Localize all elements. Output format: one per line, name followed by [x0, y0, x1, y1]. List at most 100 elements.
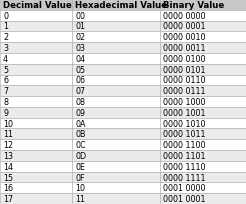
Bar [72, 11, 160, 21]
Bar [0, 129, 72, 140]
Text: 07: 07 [75, 87, 85, 96]
Text: 5: 5 [3, 65, 8, 74]
Bar [0, 75, 72, 86]
Text: 15: 15 [3, 173, 13, 182]
Text: 17: 17 [3, 194, 13, 203]
Text: 7: 7 [3, 87, 8, 96]
Bar [0, 140, 72, 150]
Text: 2: 2 [3, 33, 8, 42]
Text: 0: 0 [3, 12, 8, 21]
Text: 0000 0101: 0000 0101 [163, 65, 205, 74]
Text: 11: 11 [75, 194, 85, 203]
Bar [0, 161, 72, 172]
Bar [160, 54, 246, 64]
Text: 09: 09 [75, 108, 85, 117]
Text: Binary Value: Binary Value [163, 1, 224, 10]
Text: 0000 0111: 0000 0111 [163, 87, 205, 96]
Text: 0000 0011: 0000 0011 [163, 44, 205, 53]
Text: 0000 0100: 0000 0100 [163, 55, 205, 63]
Text: 10: 10 [75, 183, 85, 192]
Text: 10: 10 [3, 119, 13, 128]
Bar [72, 118, 160, 129]
Text: 13: 13 [3, 151, 13, 160]
Text: 01: 01 [75, 22, 85, 31]
Text: Decimal Value: Decimal Value [3, 1, 72, 10]
Text: 0000 1101: 0000 1101 [163, 151, 205, 160]
Text: 0000 0110: 0000 0110 [163, 76, 205, 85]
Text: 0001 0000: 0001 0000 [163, 183, 205, 192]
Bar [72, 43, 160, 54]
Text: 0000 1010: 0000 1010 [163, 119, 205, 128]
Bar [160, 183, 246, 193]
Bar [0, 11, 72, 21]
Text: 0000 0000: 0000 0000 [163, 12, 205, 21]
Text: 0A: 0A [75, 119, 86, 128]
Bar [0, 150, 72, 161]
Bar [72, 97, 160, 107]
Text: 0000 0001: 0000 0001 [163, 22, 205, 31]
Bar [72, 129, 160, 140]
Text: 0000 1110: 0000 1110 [163, 162, 205, 171]
Text: 0000 1100: 0000 1100 [163, 141, 205, 149]
Text: 0000 0010: 0000 0010 [163, 33, 205, 42]
Text: 00: 00 [75, 12, 85, 21]
Bar [160, 64, 246, 75]
Text: 12: 12 [3, 141, 13, 149]
Text: 0000 1000: 0000 1000 [163, 98, 205, 106]
Bar [160, 172, 246, 183]
Text: 1: 1 [3, 22, 8, 31]
Bar [160, 32, 246, 43]
Text: 0F: 0F [75, 173, 84, 182]
Bar [72, 75, 160, 86]
Text: 6: 6 [3, 76, 8, 85]
Text: 0E: 0E [75, 162, 85, 171]
Bar [72, 64, 160, 75]
Bar [0, 21, 72, 32]
Bar [72, 193, 160, 204]
Bar [160, 107, 246, 118]
Text: 04: 04 [75, 55, 85, 63]
Bar [0, 172, 72, 183]
Bar [0, 86, 72, 97]
Text: 11: 11 [3, 130, 13, 139]
Text: 14: 14 [3, 162, 13, 171]
Bar [0, 193, 72, 204]
Bar [160, 140, 246, 150]
Text: Hexadecimal Value: Hexadecimal Value [75, 1, 167, 10]
Text: 0000 1111: 0000 1111 [163, 173, 205, 182]
Bar [160, 86, 246, 97]
Text: 8: 8 [3, 98, 8, 106]
Bar [0, 54, 72, 64]
Bar [0, 97, 72, 107]
Bar [160, 11, 246, 21]
Bar [160, 0, 246, 11]
Bar [0, 107, 72, 118]
Bar [72, 32, 160, 43]
Bar [0, 32, 72, 43]
Bar [0, 0, 72, 11]
Text: 0001 0001: 0001 0001 [163, 194, 205, 203]
Text: 06: 06 [75, 76, 85, 85]
Bar [160, 75, 246, 86]
Text: 0B: 0B [75, 130, 86, 139]
Text: 0D: 0D [75, 151, 86, 160]
Bar [0, 183, 72, 193]
Bar [160, 118, 246, 129]
Text: 08: 08 [75, 98, 85, 106]
Text: 05: 05 [75, 65, 85, 74]
Bar [0, 118, 72, 129]
Text: 02: 02 [75, 33, 85, 42]
Bar [72, 86, 160, 97]
Text: 16: 16 [3, 183, 13, 192]
Text: 03: 03 [75, 44, 85, 53]
Bar [160, 21, 246, 32]
Bar [160, 161, 246, 172]
Text: 0000 1011: 0000 1011 [163, 130, 205, 139]
Bar [160, 97, 246, 107]
Bar [72, 107, 160, 118]
Text: 9: 9 [3, 108, 8, 117]
Bar [160, 193, 246, 204]
Bar [160, 129, 246, 140]
Text: 3: 3 [3, 44, 8, 53]
Bar [72, 54, 160, 64]
